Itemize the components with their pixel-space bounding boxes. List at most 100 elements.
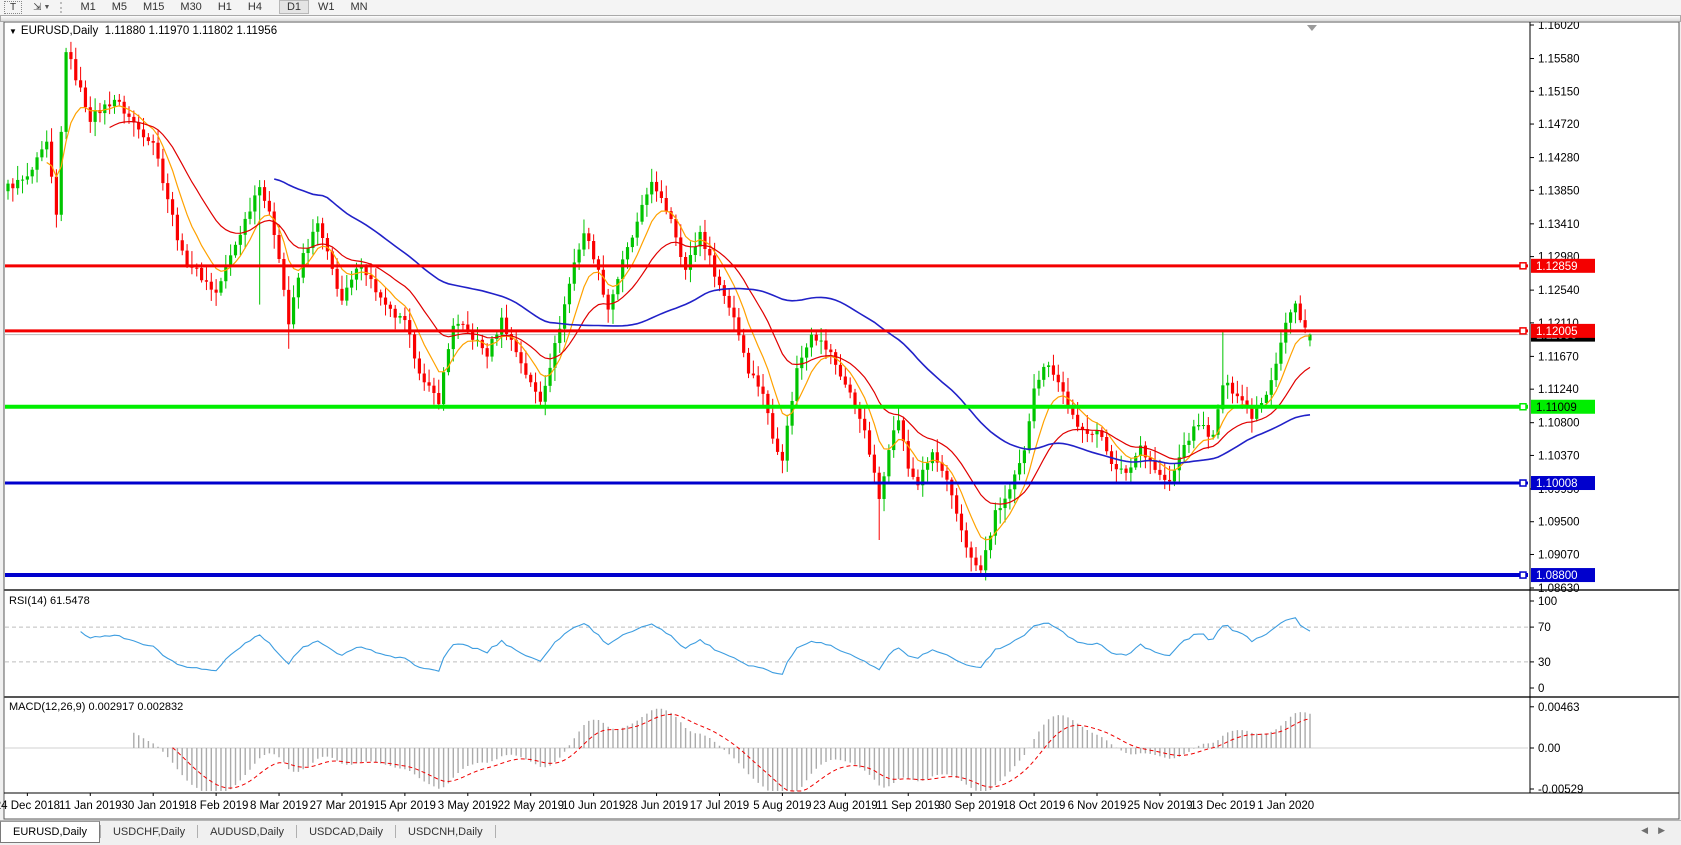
- indicator-axes[interactable]: 100 70 30 0 0.00463 0.00 -0.00529: [1530, 596, 1583, 796]
- chart-symbol-period: EURUSD,Daily: [20, 25, 99, 37]
- macd-histogram: [133, 708, 1311, 791]
- timeframe-button-d1[interactable]: D1: [278, 0, 309, 14]
- rsi-tick-label: 0: [1538, 683, 1544, 695]
- chart-horizontal-scrollbar[interactable]: [0, 15, 1681, 22]
- hline-price-label: [1531, 476, 1595, 491]
- candlestick-series: [6, 41, 1312, 581]
- hline-handle[interactable]: [1519, 262, 1527, 270]
- date-tick-label: 11 Sep 2019: [876, 800, 940, 812]
- date-tick-label: 1 Jan 2020: [1257, 800, 1314, 812]
- chart-tab-eurusd[interactable]: EURUSD,Daily: [0, 821, 100, 843]
- objects-dropdown-icon[interactable]: ▼: [43, 4, 51, 11]
- price-tick-label: 1.11240: [1538, 384, 1579, 396]
- tab-separator: [197, 825, 199, 838]
- hline-price-label: [1531, 323, 1595, 338]
- hline-handle[interactable]: [1519, 327, 1527, 335]
- timeframe-button-h4[interactable]: H4: [247, 1, 262, 13]
- tab-scroll-right-icon[interactable]: ▶: [1658, 825, 1675, 835]
- price-tick-label: 1.08630: [1538, 583, 1580, 595]
- price-tick-label: 1.15150: [1538, 86, 1580, 98]
- timeframe-button-m1[interactable]: M1: [80, 1, 96, 13]
- date-tick-label: 18 Oct 2019: [1003, 800, 1066, 812]
- symbol-dropdown-icon[interactable]: ▼: [9, 27, 17, 36]
- chart-window-frame: [3, 21, 1680, 820]
- tab-scroll-left-icon[interactable]: ◀: [1641, 825, 1659, 835]
- rsi-indicator-label: RSI(14) 61.5478: [9, 595, 90, 607]
- chart-tab-usdcad[interactable]: USDCAD,Daily: [309, 825, 384, 838]
- svg-text:1.11009: 1.11009: [1536, 402, 1577, 414]
- timeframe-button-h1[interactable]: H1: [217, 1, 232, 13]
- price-tick-label: 1.10370: [1538, 450, 1580, 462]
- chart-tab-usdcnh[interactable]: USDCNH,Daily: [408, 825, 483, 838]
- timeframe-button-m15[interactable]: M15: [143, 1, 165, 13]
- chart-tab-usdchf[interactable]: USDCHF,Daily: [112, 825, 186, 838]
- hline-handle[interactable]: [1519, 403, 1527, 411]
- date-tick-label: 24 Dec 2018: [0, 800, 60, 812]
- rsi-line: [80, 617, 1311, 675]
- price-tick-label: 1.14720: [1538, 119, 1580, 131]
- date-tick-label: 13 Dec 2019: [1190, 800, 1255, 812]
- date-tick-label: 27 Mar 2019: [310, 800, 375, 812]
- tab-scroll-arrows: ◀▶: [1641, 825, 1675, 836]
- macd-signal-line: [172, 713, 1311, 792]
- chart-title: ▼ EURUSD,Daily 1.11880 1.11970 1.11802 1.…: [9, 25, 277, 37]
- timeframe-buttons: M1 M5 M15 M30 H1 H4 D1 W1 MN: [72, 0, 375, 14]
- date-tick-label: 15 Apr 2019: [374, 800, 436, 812]
- indicator-guides: [5, 626, 1528, 749]
- price-tick-label: 1.14280: [1538, 153, 1580, 165]
- macd-tick-label: 0.00: [1538, 743, 1560, 755]
- price-tick-label: 1.13410: [1538, 219, 1580, 231]
- text-tool-button[interactable]: T: [4, 1, 23, 14]
- chart-tab-bar: EURUSD,Daily USDCHF,Daily AUDUSD,Daily USDC…: [0, 820, 1681, 845]
- ma-sma55-line: [273, 178, 1311, 465]
- macd-tick-label: 0.00463: [1538, 702, 1580, 714]
- hline-handle[interactable]: [1519, 479, 1527, 487]
- date-tick-label: 18 Feb 2019: [184, 800, 249, 812]
- price-tick-label: 1.09500: [1538, 517, 1580, 529]
- rsi-tick-label: 30: [1538, 657, 1551, 669]
- ma-ema21-line: [109, 121, 1311, 505]
- hline-handle[interactable]: [1519, 571, 1527, 579]
- scrollbar-thumb[interactable]: [0, 15, 1681, 22]
- chart-shift-marker-icon[interactable]: [1306, 25, 1317, 31]
- toolbar-grip[interactable]: [60, 2, 66, 13]
- toolbar: T ⇲ ▼ M1 M5 M15 M30 H1 H4 D1 W1 MN: [0, 0, 1681, 16]
- date-tick-label: 11 Jan 2019: [59, 800, 121, 812]
- timeframe-button-m5[interactable]: M5: [111, 1, 127, 13]
- date-tick-label: 5 Aug 2019: [753, 800, 811, 812]
- svg-text:1.12859: 1.12859: [1536, 261, 1578, 273]
- date-tick-label: 23 Aug 2019: [813, 800, 878, 812]
- timeframe-button-m30[interactable]: M30: [180, 1, 202, 13]
- date-tick-label: 6 Nov 2019: [1068, 800, 1127, 812]
- date-tick-label: 25 Nov 2019: [1127, 800, 1192, 812]
- svg-text:1.10008: 1.10008: [1536, 478, 1578, 490]
- tab-separator: [395, 825, 397, 838]
- timeframe-button-w1[interactable]: W1: [318, 1, 335, 13]
- chart-ohlc-values: 1.11880 1.11970 1.11802 1.11956: [104, 25, 278, 37]
- chart-tab-audusd[interactable]: AUDUSD,Daily: [210, 825, 285, 838]
- horizontal-line-objects[interactable]: [5, 262, 1528, 579]
- date-tick-label: 3 May 2019: [438, 800, 498, 812]
- hline-price-label: [1531, 399, 1595, 414]
- tab-separator: [296, 825, 298, 838]
- tab-separator: [99, 825, 101, 838]
- diagonal-arrows-icon: ⇲: [33, 2, 42, 13]
- price-tick-label: 1.10800: [1538, 418, 1580, 430]
- pane-frame: [4, 22, 1679, 794]
- moving-averages: [46, 105, 1311, 541]
- objects-tool-button[interactable]: ⇲: [33, 2, 41, 13]
- timeframe-button-mn[interactable]: MN: [350, 1, 368, 13]
- date-tick-label: 30 Jan 2019: [122, 800, 185, 812]
- date-tick-label: 17 Jul 2019: [690, 800, 749, 812]
- svg-text:1.12005: 1.12005: [1536, 326, 1578, 338]
- svg-text:1.08800: 1.08800: [1536, 570, 1578, 582]
- rsi-tick-label: 70: [1538, 622, 1551, 634]
- hline-price-label: [1531, 568, 1595, 583]
- price-label-boxes: 1.119561.128591.120051.110091.100081.088…: [1531, 258, 1595, 583]
- price-tick-label: 1.13850: [1538, 185, 1580, 197]
- date-tick-label: 30 Sep 2019: [939, 800, 1004, 812]
- tab-separator: [494, 825, 496, 838]
